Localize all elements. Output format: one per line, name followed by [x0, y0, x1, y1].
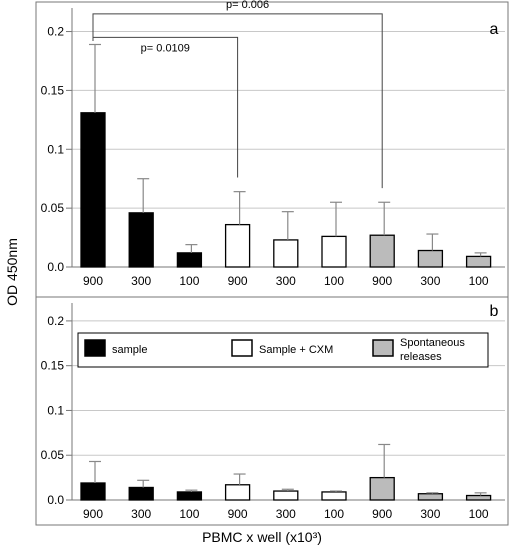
x-tick-label: 100	[324, 274, 344, 288]
bar	[176, 252, 203, 268]
x-tick-label: 100	[469, 507, 489, 521]
y-tick-label: 0.05	[41, 201, 65, 215]
x-tick-label: 300	[276, 507, 296, 521]
panel-label: b	[490, 303, 499, 320]
y-tick-label: 0.05	[41, 448, 65, 462]
x-axis-title: PBMC x well (x10³)	[202, 529, 322, 545]
bar	[369, 476, 395, 501]
bar	[176, 491, 203, 501]
y-tick-label: 0.15	[41, 83, 65, 97]
bar	[369, 234, 395, 268]
bar	[80, 112, 106, 268]
legend-label: sample	[112, 344, 147, 356]
panel-frame	[35, 296, 509, 526]
x-tick-label: 100	[179, 274, 199, 288]
y-tick-label: 0.0	[47, 260, 64, 274]
x-tick-label: 900	[83, 507, 103, 521]
x-tick-label: 100	[179, 507, 199, 521]
legend-label: Spontaneous	[400, 337, 465, 349]
p-value-annotation: p= 0.0109	[141, 42, 190, 54]
legend-swatch	[372, 339, 394, 357]
x-tick-label: 300	[131, 274, 151, 288]
x-tick-label: 300	[276, 274, 296, 288]
y-tick-label: 0.0	[47, 493, 64, 507]
p-value-annotation: p= 0.006	[226, 0, 269, 11]
bar	[128, 486, 154, 501]
x-tick-label: 100	[469, 274, 489, 288]
bar	[224, 223, 251, 268]
panel-b: 0.0 0.05 0.1 0.15 0.2 900 300 100 900 300 100 900 30…	[35, 296, 509, 526]
bar	[128, 212, 154, 268]
x-tick-label: 900	[228, 507, 248, 521]
x-tick-label: 900	[83, 274, 103, 288]
x-tick-label: 300	[420, 274, 440, 288]
bar	[465, 494, 492, 501]
bar	[465, 255, 492, 268]
x-tick-label: 900	[228, 274, 248, 288]
y-tick-label: 0.1	[47, 142, 64, 156]
bar	[224, 484, 251, 501]
y-tick-label: 0.15	[41, 359, 65, 373]
legend-box	[77, 332, 489, 368]
x-tick-label: 300	[131, 507, 151, 521]
bar	[80, 482, 106, 501]
significance-bracket	[92, 13, 383, 189]
x-tick-label: 100	[324, 507, 344, 521]
y-tick-label: 0.2	[47, 314, 64, 328]
panel-label: a	[490, 21, 499, 38]
y-axis-title: OD 450nm	[4, 238, 20, 306]
x-tick-label: 900	[372, 274, 392, 288]
bar	[321, 235, 347, 268]
bar	[321, 491, 347, 501]
legend-label: Sample + CXM	[259, 344, 333, 356]
bar	[273, 490, 299, 501]
y-tick-label: 0.2	[47, 25, 64, 39]
x-tick-label: 300	[420, 507, 440, 521]
y-tick-label: 0.1	[47, 403, 64, 417]
x-tick-label: 900	[372, 507, 392, 521]
panel-a: 0.0 0.05 0.1 0.15 0.2 900 300 100 900 300 100 900 30…	[35, 0, 509, 298]
significance-bracket	[92, 36, 239, 178]
bar	[273, 239, 299, 268]
bar	[417, 249, 444, 268]
legend-swatch	[84, 339, 106, 357]
bar	[417, 493, 444, 501]
legend-label: releases	[400, 351, 442, 363]
legend-swatch	[231, 339, 253, 357]
